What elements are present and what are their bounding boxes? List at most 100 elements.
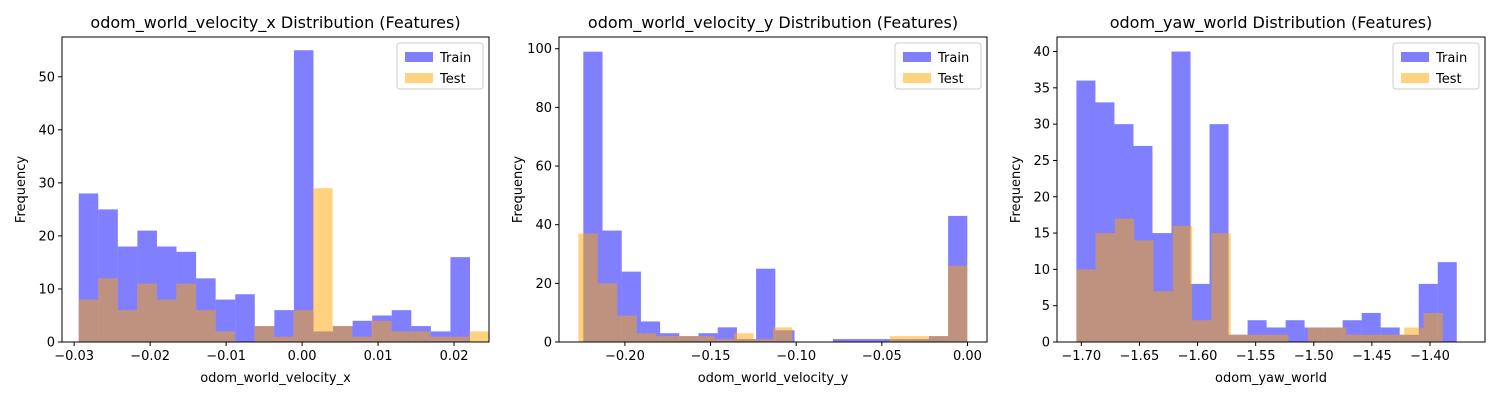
x-tick-label: −0.10 — [776, 349, 816, 364]
chart-title: odom_yaw_world Distribution (Features) — [1110, 13, 1433, 33]
histogram-bar — [734, 333, 754, 342]
y-tick-label: 20 — [1033, 190, 1050, 205]
x-tick-label: −0.05 — [862, 349, 902, 364]
y-tick-label: 15 — [1033, 227, 1050, 242]
histogram-bar — [695, 336, 715, 342]
x-tick-label: −1.40 — [1410, 349, 1450, 364]
histogram-bar — [293, 310, 314, 342]
y-tick-label: 50 — [38, 70, 55, 85]
x-tick-label: −1.65 — [1119, 349, 1159, 364]
x-axis-label: odom_world_velocity_y — [698, 371, 849, 386]
histogram-bar — [156, 299, 177, 342]
legend-swatch-test — [1401, 73, 1429, 83]
histogram-bar — [293, 50, 314, 342]
legend-swatch-test — [903, 73, 931, 83]
histogram-bar — [1076, 269, 1096, 342]
series-test — [578, 233, 968, 342]
series-test — [1076, 218, 1443, 342]
histogram-bar — [1192, 320, 1212, 342]
x-tick-label: −0.02 — [130, 349, 170, 364]
histogram-bar — [1211, 233, 1231, 342]
chart-panel-1: −0.03 −0.02 −0.01 0.00 0.01 0.02 0 10 20 30 40 50 od… — [14, 13, 490, 386]
histogram-bar — [1134, 240, 1154, 342]
x-tick-label: −1.60 — [1178, 349, 1218, 364]
y-tick-label: 10 — [1033, 263, 1050, 278]
series-test — [78, 188, 489, 342]
histogram-bar — [753, 339, 773, 342]
histogram-bar — [1404, 327, 1424, 342]
legend-swatch-train — [903, 52, 931, 62]
histogram-bar — [636, 333, 657, 342]
x-axis-label: odom_yaw_world — [1215, 371, 1327, 386]
histogram-bar — [450, 257, 470, 342]
histogram-bar — [410, 331, 431, 342]
x-tick-label: −0.20 — [605, 349, 645, 364]
histogram-bar — [871, 339, 891, 342]
y-tick-label: 35 — [1033, 81, 1050, 96]
y-tick-label: 20 — [535, 277, 552, 292]
y-tick-label: 0 — [1042, 336, 1050, 351]
histogram-bar — [215, 331, 235, 342]
y-tick-label: 0 — [47, 336, 55, 351]
x-tick-label: −0.15 — [691, 349, 731, 364]
axes-frame — [61, 36, 490, 343]
histogram-bar — [117, 310, 138, 342]
histogram-bar — [1249, 334, 1270, 342]
histogram-bar — [273, 336, 294, 342]
x-tick-label: −1.55 — [1236, 349, 1276, 364]
legend-label-train: Train — [1435, 51, 1467, 66]
histogram-bar — [137, 283, 157, 342]
x-axis-label: odom_world_velocity_x — [200, 371, 351, 386]
axes-frame — [558, 36, 988, 343]
y-tick-label: 40 — [38, 123, 55, 138]
legend: Train Test — [396, 42, 484, 90]
y-axis-label: Frequency — [511, 156, 526, 223]
histogram-bar — [430, 336, 450, 342]
histogram-bar — [274, 310, 294, 342]
histogram-bar — [391, 331, 411, 342]
chart-title: odom_world_velocity_y Distribution (Feat… — [588, 13, 958, 33]
y-tick-label: 40 — [535, 218, 552, 233]
y-tick-label: 5 — [1042, 299, 1050, 314]
histogram-bar — [1285, 320, 1305, 342]
y-axis-label: Frequency — [1009, 156, 1024, 223]
x-tick-label: −1.45 — [1352, 349, 1392, 364]
histogram-bar — [1153, 291, 1173, 342]
histogram-bar — [1346, 334, 1366, 342]
x-tick-label: 0.02 — [440, 349, 469, 364]
histogram-bar — [578, 233, 598, 342]
chart-panel-3: −1.70 −1.65 −1.60 −1.55 −1.50 −1.45 −1.40 0 5 10 1… — [1009, 13, 1486, 386]
histogram-bar — [714, 339, 735, 342]
histogram-bar — [675, 336, 696, 342]
x-tick-label: −1.70 — [1061, 349, 1101, 364]
axes-frame — [1056, 36, 1486, 343]
histogram-bar — [78, 299, 99, 342]
histogram-bar — [1095, 233, 1115, 342]
histogram-bar — [254, 326, 274, 342]
histogram-bar — [852, 339, 872, 342]
y-tick-label: 30 — [1033, 118, 1050, 133]
y-tick-label: 30 — [38, 176, 55, 191]
histogram-bar — [449, 336, 470, 342]
histogram-bar — [1327, 327, 1347, 342]
histogram-bar — [235, 294, 255, 342]
histogram-bar — [948, 265, 968, 342]
legend-label-test: Test — [439, 72, 466, 87]
histogram-bar — [1384, 334, 1405, 342]
y-tick-label: 40 — [1033, 45, 1050, 60]
chart-panel-2: −0.20 −0.15 −0.10 −0.05 0.00 0 20 40 60 80 100 odom… — [511, 13, 988, 386]
x-tick-label: 0.01 — [364, 349, 393, 364]
y-tick-label: 20 — [38, 229, 55, 244]
x-tick-label: −0.01 — [206, 349, 246, 364]
histogram-bar — [1230, 334, 1250, 342]
legend-label-train: Train — [937, 51, 969, 66]
histogram-bar — [469, 331, 489, 342]
legend-label-train: Train — [439, 51, 471, 66]
y-tick-label: 80 — [535, 101, 552, 116]
histogram-bar — [313, 188, 333, 342]
histogram-bar — [772, 327, 793, 342]
legend-label-test: Test — [1435, 72, 1462, 87]
x-tick-label: −0.03 — [54, 349, 94, 364]
legend: Train Test — [1392, 42, 1480, 90]
